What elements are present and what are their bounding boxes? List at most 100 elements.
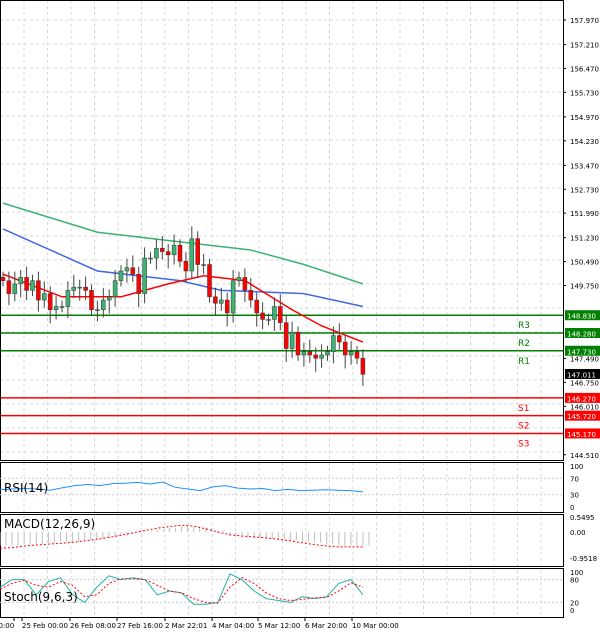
candle-body bbox=[207, 264, 212, 298]
candle bbox=[301, 342, 307, 367]
candle bbox=[30, 274, 35, 297]
candle bbox=[354, 345, 360, 364]
current-price-badge bbox=[565, 368, 600, 379]
stoch-main-line bbox=[0, 573, 364, 605]
candle-body bbox=[224, 299, 230, 314]
level-price-badge bbox=[565, 310, 600, 321]
panel-frame-3 bbox=[0, 568, 564, 618]
candle-body bbox=[118, 270, 124, 281]
candle-body bbox=[83, 286, 88, 291]
candle-body bbox=[101, 299, 106, 310]
candle-body bbox=[154, 248, 159, 259]
rsi-axis-label: 100 bbox=[570, 463, 583, 471]
candle bbox=[53, 295, 59, 320]
candle bbox=[160, 236, 165, 260]
candle bbox=[154, 239, 159, 270]
level-price-label: 145.720 bbox=[567, 413, 596, 421]
candle bbox=[319, 344, 324, 368]
price-axis-label: 147.490 bbox=[570, 356, 599, 364]
candle bbox=[12, 271, 18, 302]
stoch-axis-label: 0 bbox=[570, 607, 574, 615]
candle-body bbox=[47, 293, 53, 310]
candle bbox=[278, 294, 283, 331]
candle bbox=[183, 252, 189, 283]
candle bbox=[213, 287, 218, 315]
candle bbox=[342, 334, 348, 369]
candle-body bbox=[177, 244, 183, 262]
rsi-axis-label: 70 bbox=[570, 475, 579, 483]
candle bbox=[177, 239, 183, 268]
candle bbox=[136, 266, 141, 308]
candle-body bbox=[30, 280, 35, 291]
candle bbox=[112, 270, 118, 307]
candle bbox=[348, 341, 354, 365]
candle-body bbox=[12, 283, 18, 294]
candle-body bbox=[95, 309, 100, 311]
candle bbox=[201, 253, 206, 275]
candle-body bbox=[171, 244, 177, 256]
level-label-s3: S3 bbox=[518, 439, 529, 449]
candle-body bbox=[0, 277, 6, 281]
price-axis-label: 151.990 bbox=[570, 210, 599, 218]
time-axis-label: 4 Mar 04:00 bbox=[212, 622, 254, 630]
candle bbox=[24, 266, 29, 301]
candle-body bbox=[89, 290, 94, 310]
candle bbox=[242, 268, 248, 302]
candle-body bbox=[254, 299, 259, 314]
candle-body bbox=[236, 277, 242, 281]
candle-body bbox=[278, 306, 283, 323]
candle-body bbox=[307, 351, 313, 356]
level-price-label: 145.170 bbox=[567, 431, 596, 439]
price-axis-label: 150.490 bbox=[570, 259, 599, 267]
panel-frame-0 bbox=[0, 0, 564, 461]
level-price-badge bbox=[565, 410, 600, 421]
candle bbox=[101, 287, 106, 318]
price-axis-label: 144.510 bbox=[570, 452, 599, 460]
candle bbox=[65, 281, 71, 319]
level-price-label: 147.730 bbox=[567, 348, 596, 356]
candle-body bbox=[360, 357, 366, 375]
candle bbox=[189, 226, 195, 279]
candle-body bbox=[165, 251, 171, 256]
candle bbox=[124, 258, 130, 283]
price-axis-label: 146.750 bbox=[570, 379, 599, 387]
candle bbox=[219, 287, 224, 312]
candle bbox=[313, 347, 318, 372]
candle bbox=[95, 300, 100, 322]
candle bbox=[36, 271, 41, 312]
price-axis-label: 146.010 bbox=[570, 403, 599, 411]
candle bbox=[283, 315, 289, 363]
candle-body bbox=[331, 335, 336, 352]
candle-body bbox=[195, 238, 200, 265]
candle bbox=[224, 292, 230, 327]
price-axis-label: 151.230 bbox=[570, 235, 599, 243]
candle bbox=[106, 289, 112, 314]
time-axis-label: 6 Mar 20:00 bbox=[305, 622, 347, 630]
time-axis-label: 25 Feb 00:00 bbox=[22, 622, 68, 630]
candle bbox=[236, 271, 242, 287]
candle-body bbox=[53, 306, 59, 310]
time-axis-label: 5 Mar 12:00 bbox=[258, 622, 300, 630]
level-price-badge bbox=[565, 392, 600, 403]
candle bbox=[230, 270, 236, 323]
rsi-line bbox=[0, 481, 364, 493]
candle bbox=[171, 234, 177, 265]
candle bbox=[59, 300, 65, 313]
rsi-axis-label: 0 bbox=[570, 504, 574, 512]
candle bbox=[331, 326, 336, 364]
candle bbox=[207, 258, 212, 303]
candle bbox=[360, 349, 366, 386]
candle-body bbox=[59, 306, 65, 308]
moving-average-line-1 bbox=[2, 228, 364, 308]
level-label-s2: S2 bbox=[518, 422, 529, 432]
level-label-r1: R1 bbox=[518, 357, 530, 367]
time-axis-label: 27 Feb 16:00 bbox=[117, 622, 163, 630]
candle-body bbox=[106, 296, 112, 301]
time-axis-label: 26 Feb 08:00 bbox=[70, 622, 116, 630]
candle bbox=[118, 265, 124, 287]
level-price-label: 148.830 bbox=[567, 313, 596, 321]
candle-body bbox=[348, 351, 354, 356]
candle-body bbox=[219, 299, 224, 304]
price-axis-label: 157.210 bbox=[570, 42, 599, 50]
